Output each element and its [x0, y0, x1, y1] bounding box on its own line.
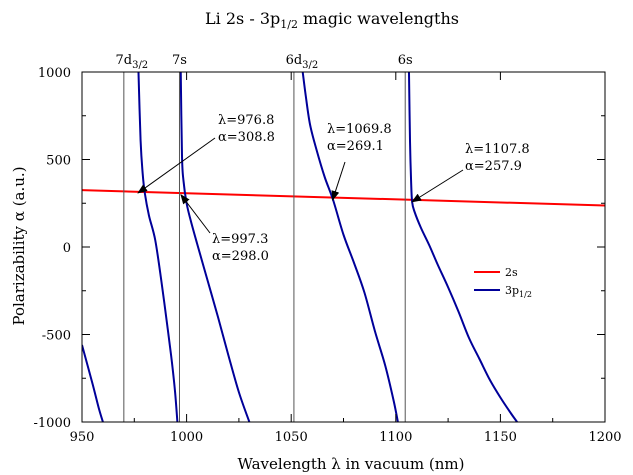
- legend-label: 3p1/2: [505, 284, 532, 299]
- chart-title-main: Li 2s - 3p: [205, 9, 280, 28]
- x-tick-label: 1000: [170, 430, 203, 445]
- y-tick-label: 1000: [38, 66, 71, 81]
- series-line-3p1-2: [301, 72, 399, 422]
- axis-ticks: 950 1000 1050 1100 1150 1200 -1000 -500 0 500 1000: [34, 66, 622, 445]
- x-tick-label: 1050: [275, 430, 308, 445]
- legend: 2s 3p1/2: [474, 266, 532, 299]
- annotations: λ=976.8 α=308.8 λ=997.3 α=298.0 λ=1069.8 α=26…: [137, 113, 530, 264]
- annotation-arrow: [137, 137, 216, 194]
- chart-title-rest: magic wavelengths: [298, 9, 459, 28]
- annotation-label: λ=976.8 α=308.8: [218, 113, 275, 145]
- annotation-label: λ=1107.8 α=257.9: [465, 142, 530, 174]
- annotation-label: λ=997.3 α=298.0: [212, 232, 269, 264]
- resonance-label: 7s: [172, 53, 187, 68]
- y-tick-label: 500: [46, 154, 71, 169]
- x-tick-label: 1200: [588, 430, 621, 445]
- series-line-2s: [82, 189, 605, 207]
- x-tick-label: 1150: [484, 430, 517, 445]
- x-tick-label: 1100: [379, 430, 412, 445]
- series-line-3p1-2: [179, 72, 251, 422]
- chart-title-sub: 1/2: [280, 18, 298, 31]
- y-tick-label: 0: [63, 241, 71, 256]
- resonance-label: 7d3/2: [115, 53, 148, 71]
- resonance-lines: 7d3/2 7s 6d3/2 6s: [115, 53, 413, 422]
- annotation-arrow: [331, 161, 346, 201]
- resonance-label: 6s: [398, 53, 413, 68]
- series-line-3p1-2: [137, 72, 179, 422]
- annotation-label: λ=1069.8 α=269.1: [327, 122, 392, 154]
- annotation-arrow: [411, 169, 464, 203]
- x-tick-label: 950: [70, 430, 95, 445]
- plot-curves: [82, 72, 605, 422]
- resonance-label: 6d3/2: [286, 53, 319, 71]
- legend-label: 2s: [505, 266, 518, 279]
- series-line-3p1-2: [82, 344, 104, 422]
- y-tick-label: -500: [42, 329, 71, 344]
- series-line-3p1-2: [407, 72, 518, 422]
- y-axis-label: Polarizability α (a.u.): [10, 166, 28, 325]
- annotation-arrow: [180, 194, 211, 234]
- x-axis-label: Wavelength λ in vacuum (nm): [237, 455, 464, 473]
- chart-title: Li 2s - 3p1/2 magic wavelengths: [205, 9, 459, 31]
- y-tick-label: -1000: [34, 416, 71, 431]
